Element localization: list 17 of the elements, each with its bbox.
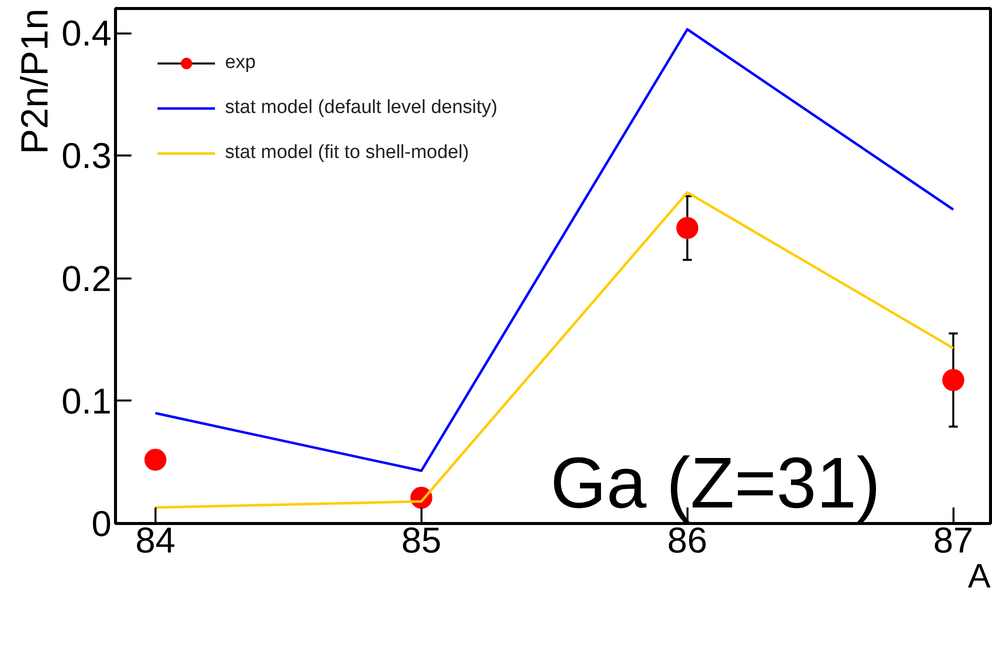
- legend-label: stat model (fit to shell-model): [225, 141, 469, 165]
- x-tick-label: 85: [401, 520, 442, 560]
- annotation: Ga (Z=31): [550, 443, 880, 524]
- y-tick-label: 0: [91, 503, 112, 544]
- y-tick-label: 0.1: [61, 380, 112, 422]
- y-axis-title: P2n/P1n: [14, 8, 56, 154]
- x-tick-label: 87: [933, 520, 974, 560]
- point: [942, 369, 964, 392]
- y-tick-label: 0.3: [61, 135, 112, 176]
- legend-label: exp: [225, 51, 256, 75]
- y-tick-label: 0.2: [61, 258, 112, 299]
- x-tick-label: 84: [135, 520, 176, 560]
- point: [144, 448, 166, 471]
- legend-label: stat model (default level density): [225, 96, 498, 120]
- y-tick-label: 0.4: [61, 12, 112, 54]
- point: [676, 217, 698, 239]
- x-axis-title: A: [968, 558, 991, 596]
